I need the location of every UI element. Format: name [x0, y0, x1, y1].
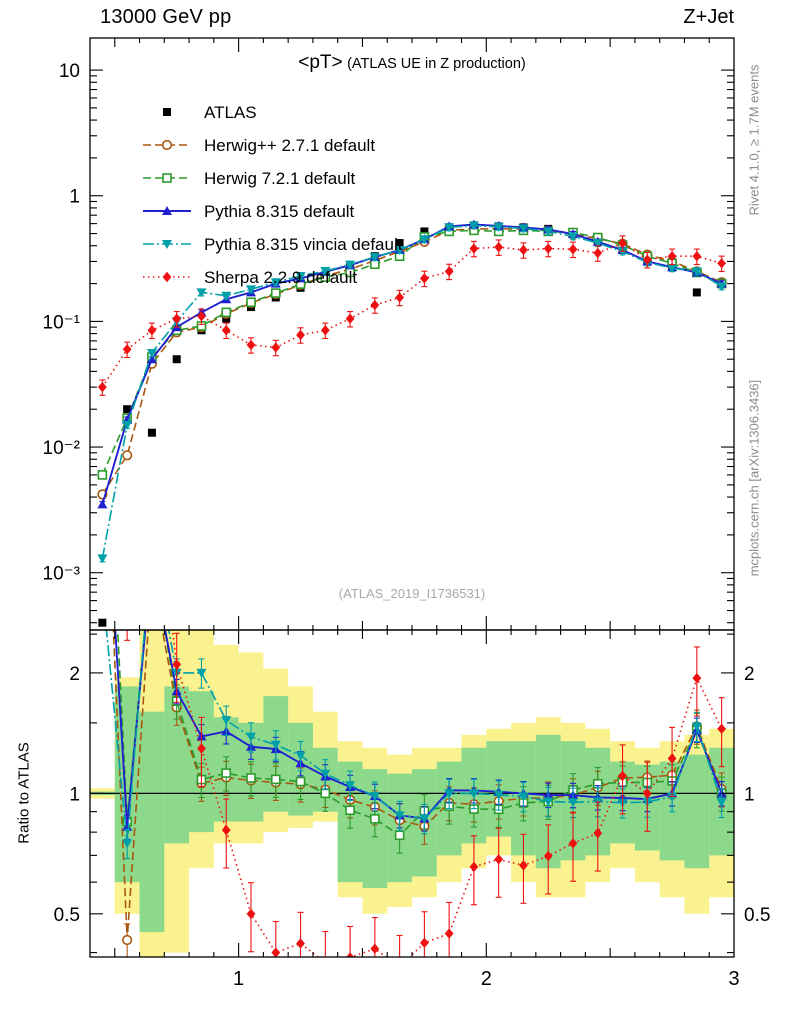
main-series-herwig-7-2-1-default: [97, 225, 727, 480]
main-series-sherpa-2-2-9-default: [97, 235, 727, 396]
ratio-uncertainty-bands: [90, 630, 734, 957]
svg-text:1: 1: [69, 784, 80, 805]
svg-text:10⁻³: 10⁻³: [43, 564, 81, 585]
svg-text:1: 1: [233, 968, 244, 990]
svg-text:0.5: 0.5: [54, 905, 80, 926]
svg-text:2: 2: [69, 664, 80, 685]
legend-label: Sherpa 2.2.9 default: [204, 268, 357, 287]
legend-item-pythia-8-315-default: Pythia 8.315 default: [143, 202, 355, 221]
legend-item-pythia-8-315-vincia-default: Pythia 8.315 vincia default: [143, 235, 403, 254]
ratio-band-green: [684, 754, 710, 869]
main-series-pythia-8-315-default: [97, 219, 727, 509]
svg-text:2: 2: [744, 664, 755, 685]
legend-item-atlas: ATLAS: [163, 103, 257, 122]
observable-name: <pT>: [298, 52, 343, 73]
rivet-version-note: Rivet 4.1.0, ≥ 1.7M events: [746, 64, 762, 216]
mcplots-note: mcplots.cern.ch [arXiv:1306.3436]: [746, 379, 762, 577]
svg-text:2: 2: [481, 968, 492, 990]
process-label: Z+Jet: [683, 6, 734, 28]
beam-energy-label: 13000 GeV pp: [100, 6, 232, 28]
legend-item-herwig-2-7-1-default: Herwig++ 2.7.1 default: [143, 136, 375, 155]
legend-item-herwig-7-2-1-default: Herwig 7.2.1 default: [143, 169, 355, 188]
legend-item-sherpa-2-2-9-default: Sherpa 2.2.9 default: [143, 268, 357, 287]
ratio-series-sherpa-2-2-9-default: [124, 630, 727, 957]
legend: ATLAS Herwig++ 2.7.1 default Herwig 7.2.1 …: [143, 103, 403, 287]
ratio-axis-label: Ratio to ATLAS: [15, 742, 33, 844]
main-series-herwig-2-7-1-default: [97, 223, 727, 500]
main-series-atlas: [98, 221, 726, 627]
legend-label: ATLAS: [204, 103, 257, 122]
main-series-pythia-8-315-vincia-default: [97, 221, 727, 564]
svg-text:3: 3: [728, 968, 739, 990]
analysis-watermark: (ATLAS_2019_I1736531): [338, 586, 486, 601]
title-suffix: (ATLAS UE in Z production): [347, 56, 526, 72]
axis-tick-labels: 10 1 10⁻¹ 10⁻² 10⁻³ 0.5 0.5 1 1 2 2 1 2 3: [43, 61, 771, 990]
legend-label: Herwig++ 2.7.1 default: [204, 136, 375, 155]
svg-text:10: 10: [59, 61, 80, 82]
legend-label: Pythia 8.315 vincia default: [204, 235, 403, 254]
svg-text:1: 1: [69, 187, 80, 208]
axis-ticks: [90, 38, 734, 957]
plot-title: <pT> (ATLAS UE in Z production): [298, 52, 525, 74]
legend-label: Pythia 8.315 default: [204, 202, 355, 221]
legend-label: Herwig 7.2.1 default: [204, 169, 355, 188]
svg-text:1: 1: [744, 784, 755, 805]
ratio-series-pythia-8-315-vincia-default: [105, 630, 727, 860]
svg-text:10⁻¹: 10⁻¹: [43, 312, 81, 333]
ratio-band-green: [139, 711, 165, 933]
svg-text:10⁻²: 10⁻²: [43, 438, 81, 459]
svg-text:0.5: 0.5: [744, 905, 770, 926]
